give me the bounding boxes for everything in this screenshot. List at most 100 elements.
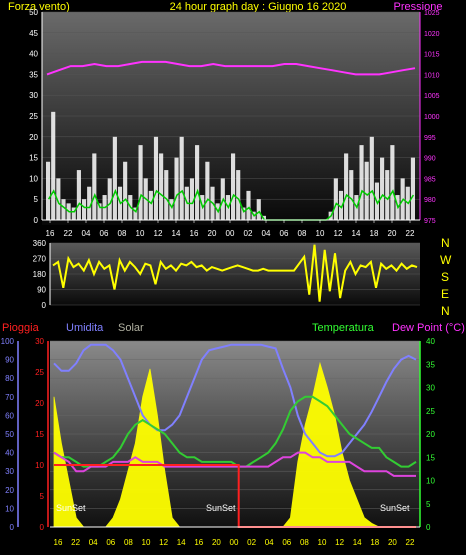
- humidity-line: [53, 343, 417, 458]
- weather-xtick-6: 12: [159, 538, 168, 547]
- wind-xtick-3: 06: [100, 229, 109, 238]
- legend-dewpoint: Dew Point (°C): [392, 322, 465, 334]
- wind-xtick-11: 02: [244, 229, 253, 238]
- compass-s: S: [441, 270, 449, 284]
- wind-bar-22: [159, 153, 164, 220]
- wind-ytick-0: 0: [34, 216, 39, 225]
- weather-xtick-11: 02: [247, 538, 256, 547]
- rain-ytick-0: 0: [40, 523, 45, 532]
- wind-bar-71: [410, 157, 415, 220]
- temp-ytick-6: 30: [426, 384, 435, 393]
- wind-ytick-1: 5: [34, 195, 39, 204]
- wind-bar-9: [92, 153, 97, 220]
- wind-bar-23: [164, 170, 169, 220]
- wind-xtick-1: 22: [64, 229, 73, 238]
- weather-xtick-15: 10: [318, 538, 327, 547]
- wind-ytick-5: 25: [29, 112, 38, 121]
- rain-ytick-4: 20: [35, 399, 44, 408]
- humidity-ytick-10: 100: [1, 337, 15, 346]
- wind-bar-58: [344, 153, 349, 220]
- wind-xtick-18: 18: [370, 229, 379, 238]
- compass-n2: N: [441, 304, 450, 318]
- wind-bar-21: [153, 136, 159, 220]
- humidity-ytick-3: 30: [5, 467, 14, 476]
- temp-ytick-1: 5: [426, 500, 431, 509]
- wind-bar-6: [76, 170, 81, 220]
- wind-ytick-6: 30: [29, 91, 38, 100]
- wind-xtick-0: 16: [46, 229, 55, 238]
- direction-ytick-1: 90: [37, 286, 46, 295]
- weather-xtick-14: 08: [300, 538, 309, 547]
- pressure-ytick-4: 995: [424, 135, 436, 142]
- wind-xtick-12: 04: [262, 229, 271, 238]
- sunset-label-2: SunSet: [206, 503, 236, 513]
- wind-bar-39: [246, 190, 251, 220]
- weather-xtick-17: 14: [353, 538, 362, 547]
- direction-line: [52, 244, 418, 302]
- wind-xtick-7: 14: [172, 229, 181, 238]
- wind-ytick-8: 40: [29, 50, 38, 59]
- weather-xtick-1: 22: [71, 538, 80, 547]
- wind-xtick-5: 10: [136, 229, 145, 238]
- wind-bar-29: [195, 145, 200, 220]
- pressure-ytick-0: 975: [424, 218, 436, 225]
- wind-bar-12: [107, 178, 112, 220]
- wind-xtick-16: 12: [334, 229, 343, 238]
- wind-title: Forza vento): [8, 1, 70, 13]
- wind-bar-8: [87, 186, 92, 220]
- wind-bar-17: [133, 207, 138, 220]
- compass-w: W: [440, 253, 452, 267]
- wind-bar-10: [97, 203, 102, 220]
- temp-ytick-8: 40: [426, 337, 435, 346]
- wind-xtick-19: 20: [388, 229, 397, 238]
- wind-bar-38: [241, 207, 246, 220]
- wind-xtick-14: 08: [298, 229, 307, 238]
- temp-ytick-7: 35: [426, 360, 435, 369]
- weather-xtick-12: 04: [265, 538, 274, 547]
- weather-xtick-13: 06: [282, 538, 291, 547]
- weather-xtick-8: 16: [194, 538, 203, 547]
- weather-xtick-19: 20: [388, 538, 397, 547]
- wind-xtick-13: 06: [280, 229, 289, 238]
- wind-bar-5: [71, 207, 76, 220]
- legend-solar: Solar: [118, 322, 144, 334]
- wind-ytick-3: 15: [29, 154, 38, 163]
- pressure-ytick-10: 1025: [424, 10, 440, 17]
- wind-bar-57: [338, 190, 344, 220]
- wind-xtick-2: 04: [82, 229, 91, 238]
- wind-xtick-20: 22: [406, 229, 415, 238]
- direction-ytick-0: 0: [42, 301, 47, 310]
- humidity-ytick-0: 0: [10, 523, 15, 532]
- humidity-ytick-5: 50: [5, 430, 14, 439]
- weather-xtick-18: 18: [370, 538, 379, 547]
- temp-ytick-3: 15: [426, 453, 435, 462]
- wind-xtick-6: 12: [154, 229, 163, 238]
- wind-xtick-8: 16: [190, 229, 199, 238]
- humidity-ytick-2: 20: [5, 486, 14, 495]
- wind-xtick-4: 08: [118, 229, 127, 238]
- wind-bar-1: [51, 111, 56, 220]
- pressure-ytick-8: 1015: [424, 52, 440, 59]
- wind-ytick-9: 45: [29, 29, 38, 38]
- rain-ytick-5: 25: [35, 368, 44, 377]
- wind-bar-20: [148, 190, 153, 220]
- pressure-ytick-3: 990: [424, 156, 436, 163]
- weather-xtick-7: 14: [177, 538, 186, 547]
- pressure-ytick-1: 980: [424, 197, 436, 204]
- temp-ytick-5: 25: [426, 407, 435, 416]
- legend-rain: Pioggia: [2, 322, 40, 334]
- weather-xtick-5: 10: [142, 538, 151, 547]
- wind-bar-18: [138, 145, 143, 220]
- humidity-ytick-7: 70: [5, 393, 14, 402]
- pressure-ytick-2: 985: [424, 176, 436, 183]
- wind-bar-7: [81, 199, 87, 220]
- sunset-label-3: SunSet: [380, 503, 410, 513]
- rain-ytick-2: 10: [35, 461, 44, 470]
- rain-ytick-3: 15: [35, 430, 44, 439]
- wind-bar-37: [236, 170, 241, 220]
- weather-xtick-0: 16: [54, 538, 63, 547]
- wind-xtick-10: 00: [226, 229, 235, 238]
- legend-temperature: Temperatura: [312, 322, 375, 334]
- temp-ytick-4: 20: [426, 430, 435, 439]
